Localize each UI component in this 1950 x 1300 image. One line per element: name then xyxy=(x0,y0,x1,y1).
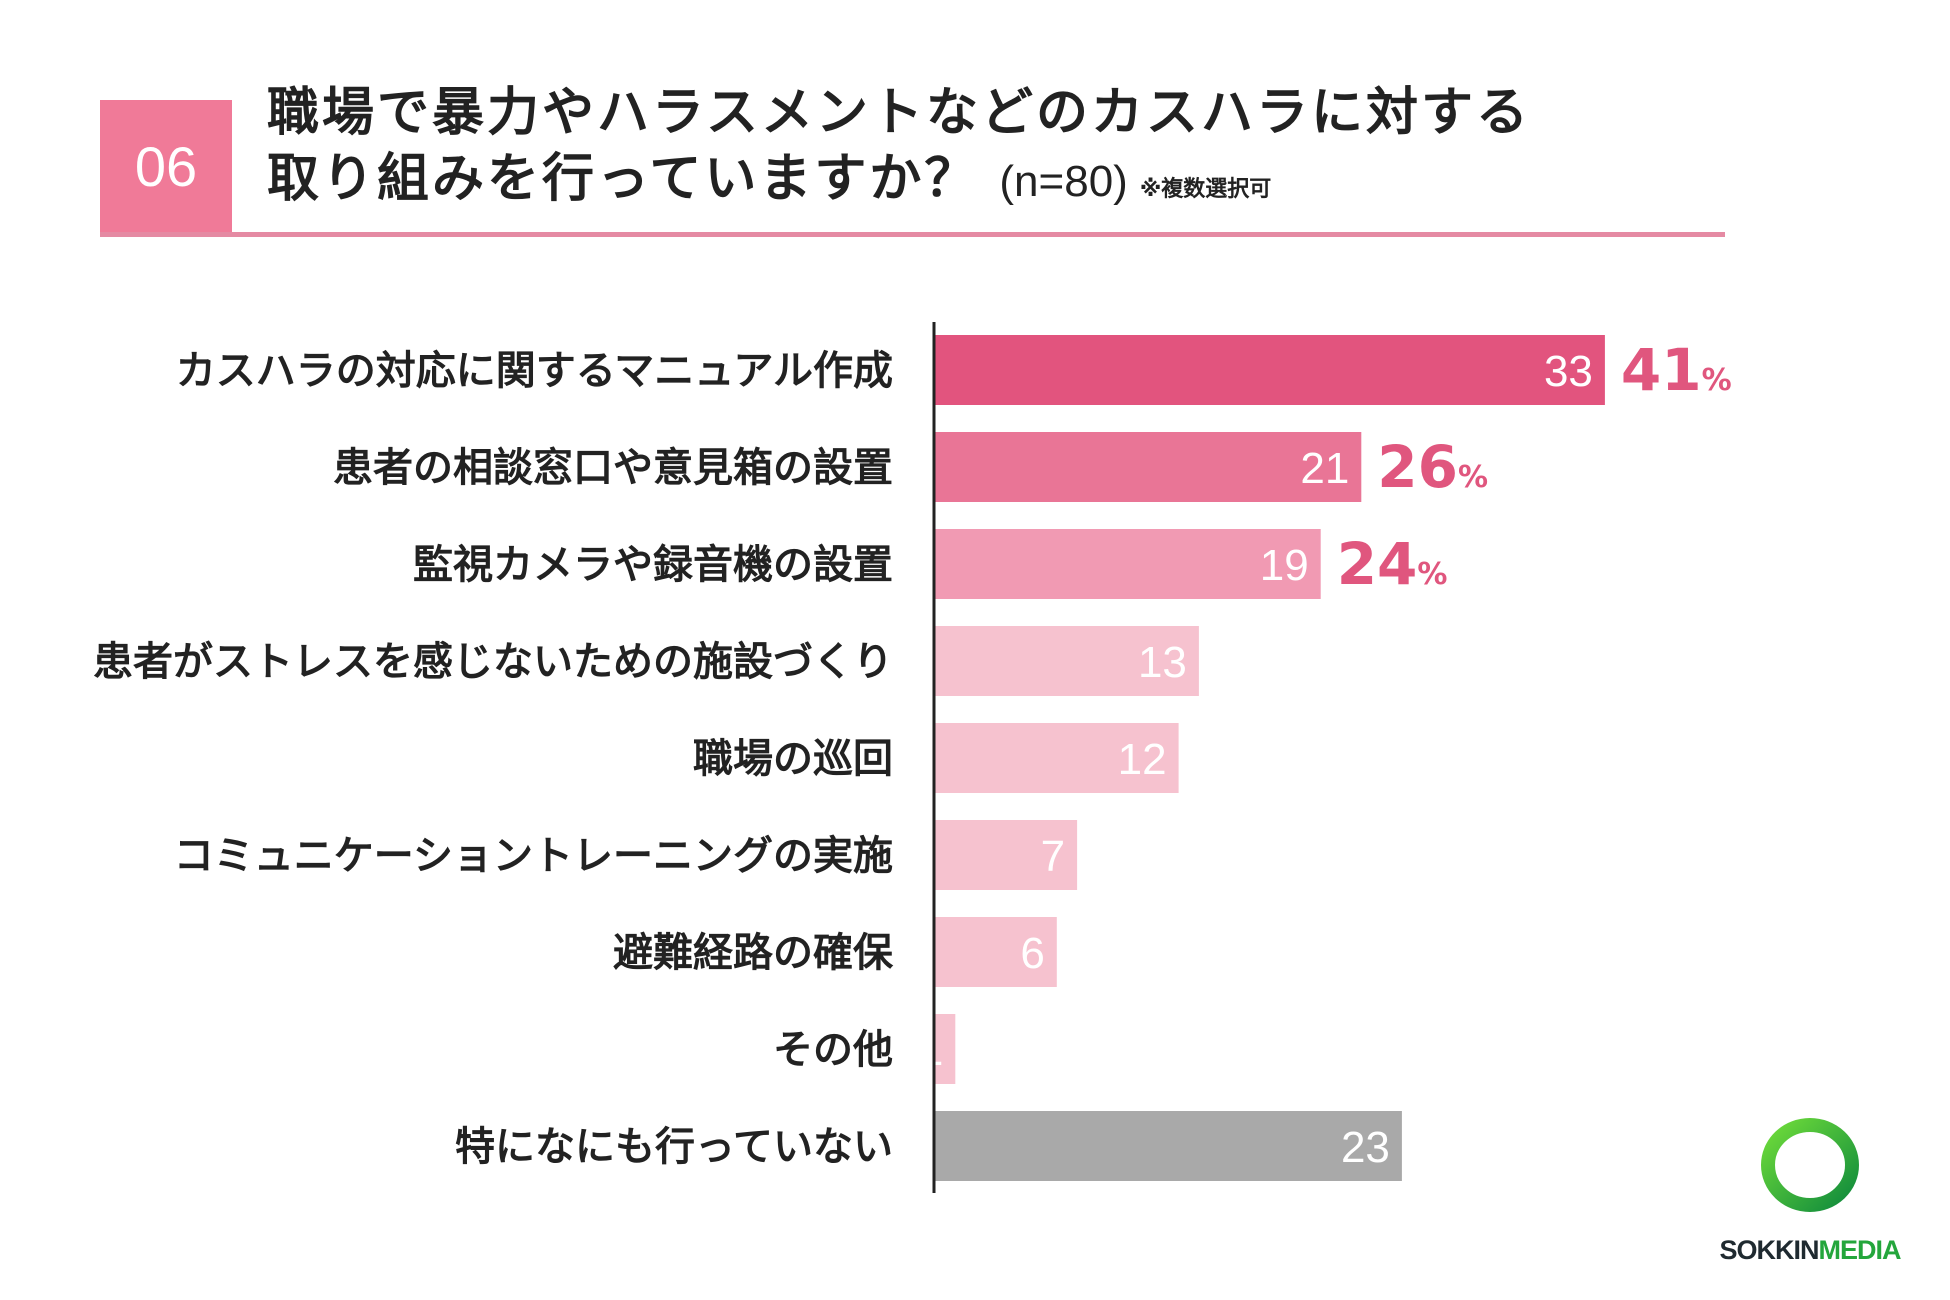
value-label: 7 xyxy=(1041,832,1065,881)
value-label: 19 xyxy=(1260,541,1309,590)
bar xyxy=(935,723,1179,793)
category-label: 避難経路の確保 xyxy=(613,930,894,976)
value-label: 13 xyxy=(1138,638,1187,687)
question-title: 職場で暴力やハラスメントなどのカスハラに対する 取り組みを行っていますか？ (n=… xyxy=(267,80,1717,223)
value-label: 33 xyxy=(1544,347,1593,396)
bar xyxy=(935,917,1057,987)
percent-label: 41% xyxy=(1621,336,1732,404)
logo-text-part2: MEDIA xyxy=(1818,1235,1902,1265)
bar xyxy=(935,1014,956,1084)
category-label: 患者がストレスを感じないための施設づくり xyxy=(93,639,893,685)
percent-sign: % xyxy=(1458,460,1488,495)
percent-sign: % xyxy=(1702,363,1732,398)
category-label: その他 xyxy=(773,1027,893,1073)
bar xyxy=(935,1111,1402,1181)
question-title-line2: 取り組みを行っていますか？ xyxy=(267,149,980,209)
value-label: 6 xyxy=(1020,929,1044,978)
value-label: 23 xyxy=(1341,1123,1390,1172)
question-number-badge: 06 xyxy=(100,100,232,232)
category-label: カスハラの対応に関するマニュアル作成 xyxy=(176,348,893,394)
bar xyxy=(935,626,1199,696)
category-label: 患者の相談窓口や意見箱の設置 xyxy=(333,445,893,491)
bar xyxy=(935,335,1605,405)
value-label: 1 xyxy=(919,1026,943,1075)
logo-text: SOKKINMEDIA xyxy=(1700,1235,1920,1266)
percent-label: 26% xyxy=(1377,433,1488,501)
percent-sign: % xyxy=(1417,557,1447,592)
category-label: 特になにも行っていない xyxy=(455,1124,893,1170)
question-header: 06 職場で暴力やハラスメントなどのカスハラに対する 取り組みを行っていますか？… xyxy=(100,80,1725,238)
logo-text-part1: SOKKIN xyxy=(1719,1235,1819,1265)
sample-size: (n=80) xyxy=(999,157,1128,206)
category-label: 監視カメラや録音機の設置 xyxy=(413,542,893,588)
category-label: コミュニケーショントレーニングの実施 xyxy=(174,833,893,879)
logo-ring-icon xyxy=(1761,1118,1859,1212)
percent-label: 24% xyxy=(1337,530,1448,598)
bar xyxy=(935,432,1362,502)
header-underline xyxy=(100,232,1725,237)
question-title-line2-wrap: 取り組みを行っていますか？ (n=80) ※複数選択可 xyxy=(267,146,1717,223)
sokkin-media-logo: SOKKINMEDIA xyxy=(1700,1115,1920,1275)
multi-select-note: ※複数選択可 xyxy=(1139,177,1272,202)
value-label: 21 xyxy=(1300,444,1349,493)
category-label: 職場の巡回 xyxy=(693,736,893,782)
value-label: 12 xyxy=(1118,735,1167,784)
bar xyxy=(935,529,1321,599)
bar xyxy=(935,820,1078,890)
question-title-line1: 職場で暴力やハラスメントなどのカスハラに対する xyxy=(267,83,1531,143)
